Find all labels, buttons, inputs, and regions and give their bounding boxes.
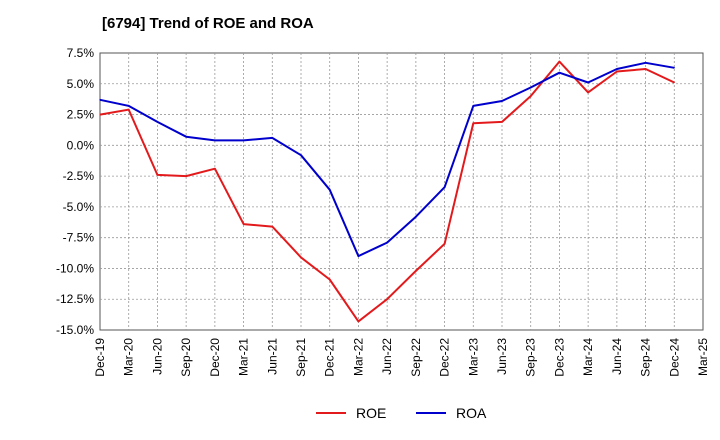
y-tick-label: -10.0% (56, 261, 94, 275)
legend-label-roa: ROA (456, 405, 487, 421)
y-tick-label: 7.5% (67, 46, 95, 60)
x-tick-label: Sep-21 (294, 338, 308, 377)
x-tick-label: Dec-20 (208, 338, 222, 377)
data-point-roa (357, 255, 360, 257)
x-tick-label: Jun-23 (495, 338, 509, 375)
x-tick-label: Mar-23 (466, 338, 480, 376)
x-tick-label: Jun-22 (380, 338, 394, 375)
data-point-roa (128, 105, 130, 107)
x-tick-label: Dec-19 (93, 338, 107, 377)
data-point-roe (242, 223, 245, 225)
y-axis-ticks: 7.5% 5.0% 2.5% 0.0% -2.5% -5.0% -7.5% -10.0% -12… (56, 46, 94, 337)
data-point-roe (357, 320, 360, 322)
plot-area (99, 52, 704, 331)
y-tick-label: 5.0% (67, 77, 95, 91)
data-point-roa (616, 68, 618, 70)
data-point-roa (99, 99, 101, 101)
data-point-roe (415, 270, 417, 272)
y-tick-label: -7.5% (63, 231, 95, 245)
x-tick-label: Mar-20 (122, 338, 136, 376)
x-tick-label: Sep-23 (524, 338, 538, 377)
data-point-roa (587, 81, 589, 84)
data-point-roa (472, 105, 474, 107)
data-point-roa (242, 139, 245, 142)
data-point-roe (300, 256, 302, 258)
data-point-roa (443, 186, 446, 188)
data-point-roe (673, 81, 675, 84)
data-point-roe (616, 70, 618, 73)
data-point-roe (128, 109, 130, 111)
data-point-roa (185, 136, 187, 138)
x-tick-label: Mar-25 (696, 338, 710, 376)
x-tick-label: Mar-22 (351, 338, 365, 376)
y-tick-label: -2.5% (63, 169, 95, 183)
data-point-roa (530, 86, 532, 89)
data-point-roa (673, 67, 675, 69)
legend: ROE ROA (316, 405, 487, 421)
data-point-roe (214, 168, 216, 170)
y-tick-label: 2.5% (67, 108, 95, 122)
data-point-roe (530, 95, 532, 97)
grid-lines (100, 53, 703, 330)
data-point-roe (558, 61, 561, 63)
data-point-roe (99, 113, 101, 116)
x-tick-label: Dec-24 (667, 338, 681, 377)
data-point-roa (156, 121, 159, 123)
data-point-roe (386, 298, 388, 300)
y-tick-label: -12.5% (56, 292, 94, 306)
data-point-roa (644, 62, 647, 64)
x-tick-label: Jun-20 (150, 338, 164, 375)
x-tick-label: Sep-24 (639, 338, 653, 377)
data-point-roa (415, 216, 417, 218)
series-lines (99, 60, 675, 323)
x-tick-label: Jun-24 (610, 338, 624, 375)
data-point-roe (501, 121, 503, 123)
x-tick-label: Dec-23 (552, 338, 566, 377)
y-tick-label: -15.0% (56, 323, 94, 337)
x-tick-label: Jun-21 (265, 338, 279, 375)
x-tick-label: Mar-24 (581, 338, 595, 376)
data-point-roe (472, 122, 474, 124)
x-axis-ticks: Dec-19 Mar-20 Jun-20 Sep-20 Dec-20 Mar-21 Jun-… (93, 338, 710, 377)
y-tick-label: -5.0% (63, 200, 95, 214)
x-tick-label: Dec-21 (323, 338, 337, 377)
x-tick-label: Sep-20 (179, 338, 193, 377)
data-point-roa (558, 72, 561, 74)
x-tick-label: Dec-22 (438, 338, 452, 377)
x-tick-label: Mar-21 (237, 338, 251, 376)
data-point-roe (587, 91, 589, 93)
data-point-roa (329, 189, 331, 191)
data-point-roa (300, 154, 302, 156)
chart-title: [6794] Trend of ROE and ROA (102, 15, 314, 32)
x-tick-label: Sep-22 (409, 338, 423, 377)
data-point-roe (271, 225, 273, 228)
data-point-roe (329, 278, 331, 281)
data-point-roe (443, 243, 446, 245)
data-point-roa (501, 100, 503, 102)
data-point-roa (386, 241, 388, 244)
data-point-roe (156, 174, 159, 176)
data-point-roe (185, 175, 187, 177)
data-point-roa (214, 139, 216, 142)
y-tick-label: 0.0% (67, 138, 95, 152)
legend-label-roe: ROE (356, 405, 386, 421)
data-point-roe (644, 68, 647, 70)
data-point-roa (271, 137, 273, 139)
